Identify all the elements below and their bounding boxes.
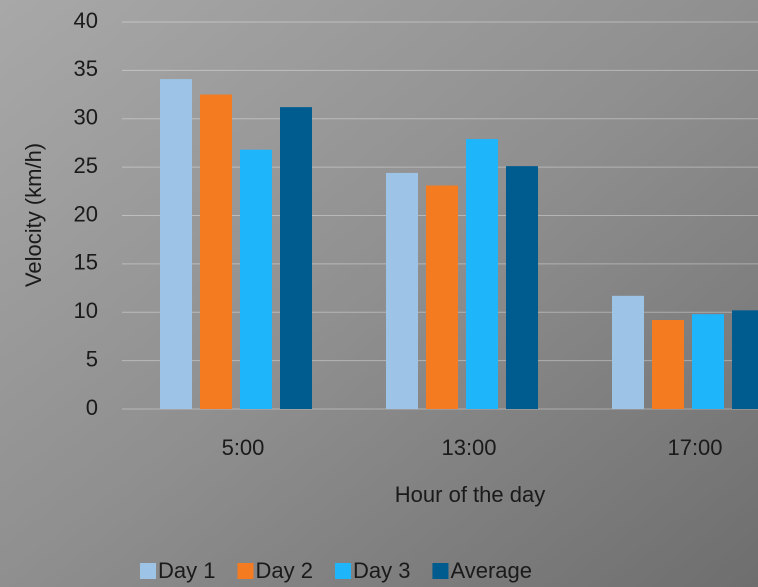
bar	[466, 139, 498, 409]
legend-label: Average	[450, 558, 532, 583]
bar	[732, 310, 758, 409]
y-tick-label: 20	[74, 201, 98, 226]
bar	[652, 319, 684, 409]
y-tick-label: 30	[74, 105, 98, 130]
y-tick-label: 25	[74, 153, 98, 178]
legend-label: Day 1	[158, 558, 215, 583]
bar	[160, 79, 192, 410]
bar	[200, 94, 232, 409]
y-tick-label: 40	[74, 8, 98, 33]
bar	[240, 149, 272, 409]
bar	[506, 166, 538, 409]
legend-swatch	[237, 563, 254, 579]
x-tick-label: 17:00	[667, 435, 722, 460]
bar	[612, 295, 644, 409]
legend-swatch	[334, 563, 351, 579]
y-tick-label: 5	[86, 346, 98, 371]
y-tick-label: 15	[74, 250, 98, 275]
x-tick-label: 5:00	[222, 435, 265, 460]
x-tick-label: 13:00	[441, 435, 496, 460]
legend: Day 1 Day 2 Day 3 Average	[140, 558, 532, 583]
legend-swatch	[140, 563, 156, 579]
bar	[386, 172, 418, 409]
x-axis-title: Hour of the day	[395, 482, 545, 507]
bar	[426, 185, 458, 409]
y-tick-label: 35	[74, 56, 98, 81]
y-tick-label: 0	[86, 395, 98, 420]
bar	[692, 314, 724, 409]
legend-label: Day 2	[255, 558, 312, 583]
bar	[280, 107, 312, 409]
legend-label: Day 3	[353, 558, 410, 583]
legend-swatch	[432, 563, 449, 579]
y-axis-title: Velocity (km/h)	[21, 143, 46, 287]
y-tick-label: 10	[74, 298, 98, 323]
